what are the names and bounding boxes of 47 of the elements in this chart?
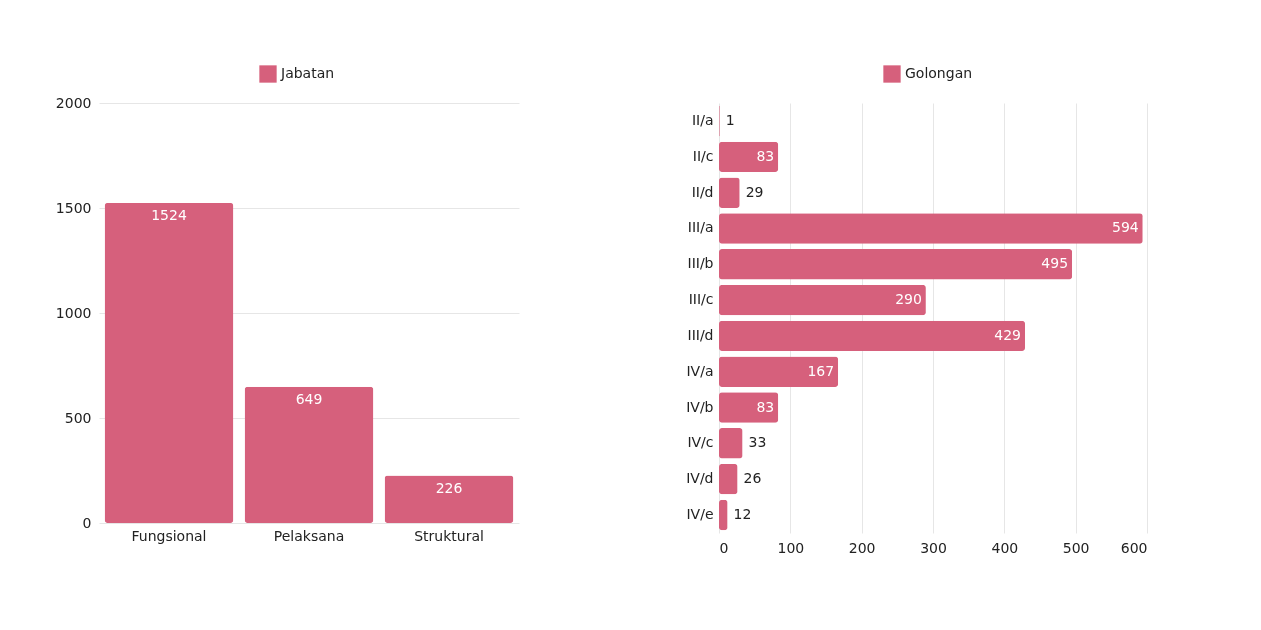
data-label: 649 — [295, 390, 323, 407]
y-tick-label: 2000 — [55, 94, 92, 111]
y-tick-label: II/d — [691, 183, 714, 200]
data-label: 12 — [733, 505, 752, 522]
x-tick-label: Pelaksana — [273, 527, 345, 544]
data-label: 290 — [895, 291, 922, 308]
x-tick-label: 0 — [719, 539, 729, 556]
data-label: 1524 — [151, 206, 187, 223]
data-label: 594 — [1111, 219, 1139, 236]
x-tick-label: 500 — [1062, 539, 1090, 556]
bar — [244, 386, 374, 523]
y-tick-label: IV/d — [686, 470, 714, 487]
x-tick-label: 400 — [991, 539, 1019, 556]
y-tick-label: 0 — [82, 514, 92, 531]
y-tick-label: IV/c — [687, 434, 714, 451]
y-tick-label: III/c — [688, 291, 714, 308]
data-label: 83 — [756, 147, 775, 164]
data-label: 495 — [1041, 255, 1069, 272]
x-tick-label: Fungsional — [131, 527, 207, 544]
x-tick-label: Struktural — [414, 527, 484, 544]
x-tick-label: 100 — [777, 539, 805, 556]
y-tick-label: II/a — [691, 112, 714, 129]
x-tick-label: 600 — [1120, 539, 1148, 556]
bar — [104, 202, 234, 523]
data-label: 167 — [807, 362, 835, 379]
data-label: 33 — [748, 434, 767, 451]
y-tick-label: 1500 — [55, 199, 92, 216]
y-tick-label: 1000 — [55, 304, 92, 321]
data-label: 29 — [745, 183, 764, 200]
y-tick-label: III/b — [687, 255, 714, 272]
y-tick-label: IV/b — [686, 398, 714, 415]
bar — [384, 475, 514, 523]
y-tick-label: IV/e — [686, 505, 714, 522]
data-label: 226 — [435, 479, 463, 496]
data-label: 429 — [994, 326, 1022, 343]
data-label: 1 — [725, 112, 735, 129]
y-tick-label: III/a — [687, 219, 714, 236]
x-tick-label: 200 — [848, 539, 876, 556]
data-label: 26 — [743, 470, 762, 487]
y-tick-label: III/d — [687, 326, 714, 343]
data-label: 83 — [756, 398, 775, 415]
legend-label: Jabatan — [280, 65, 335, 81]
y-tick-label: II/c — [692, 147, 714, 164]
x-tick-label: 300 — [920, 539, 947, 556]
y-tick-label: 500 — [64, 409, 92, 426]
legend-label: Golongan — [905, 65, 973, 81]
y-tick-label: IV/a — [686, 362, 714, 379]
